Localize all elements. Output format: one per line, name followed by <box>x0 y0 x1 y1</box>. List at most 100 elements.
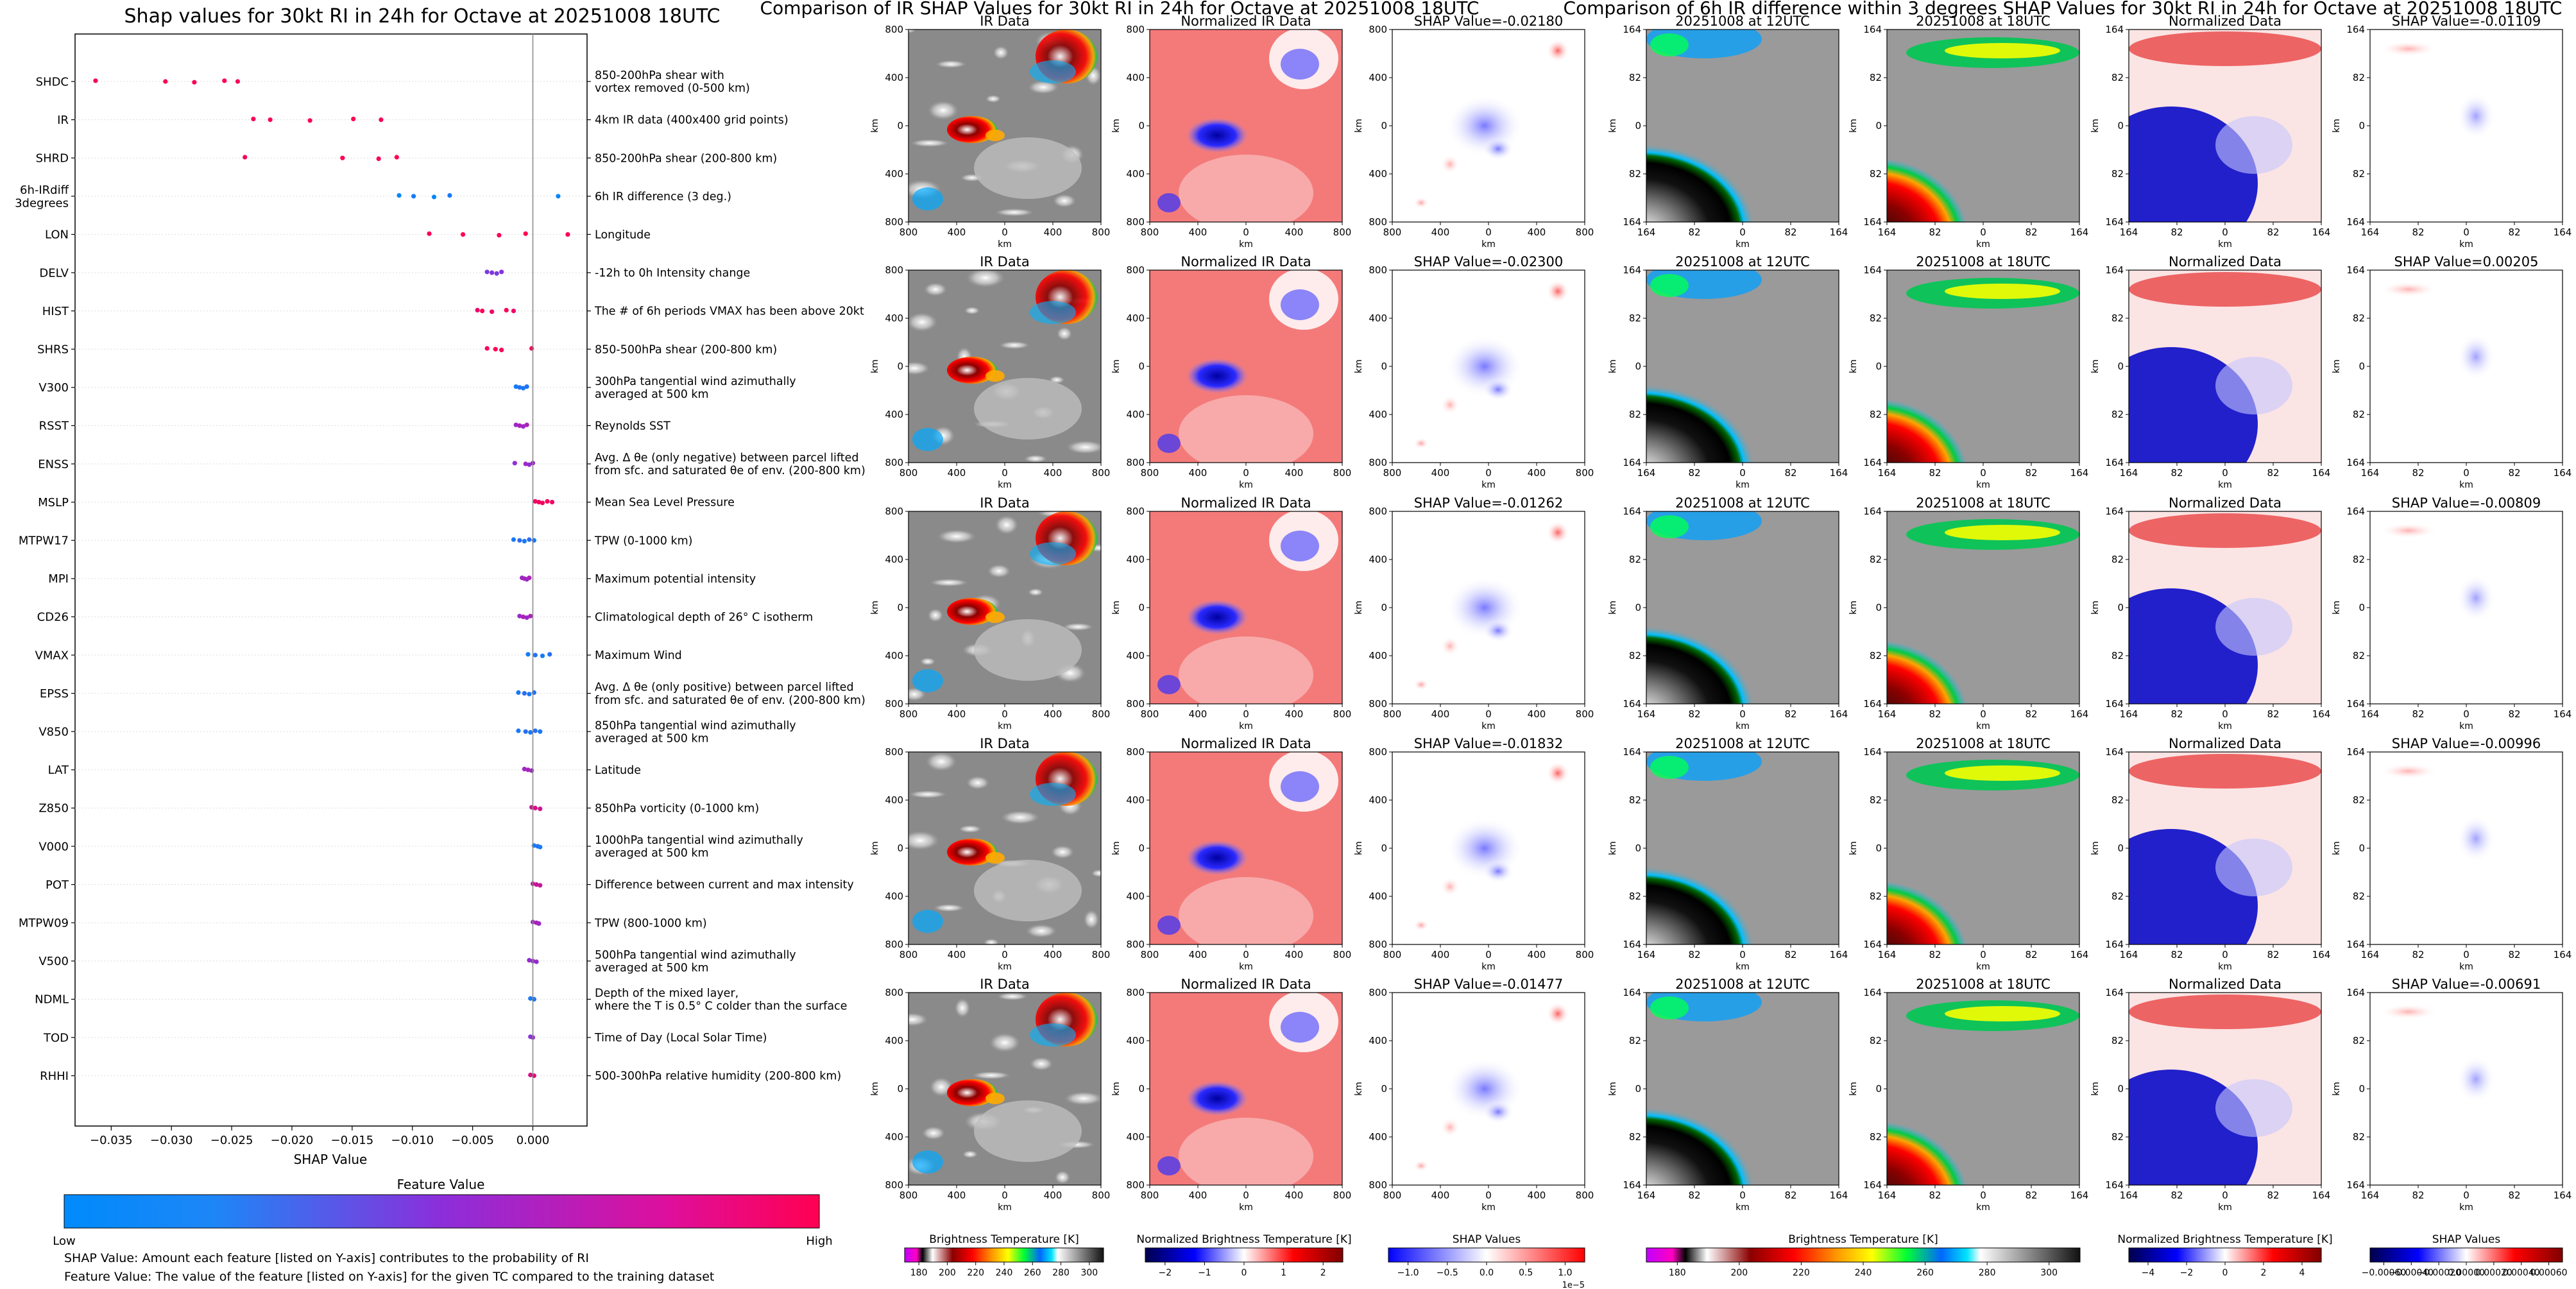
panel-ytick-label: 82 <box>2353 1035 2365 1046</box>
diff-norm-colorbar <box>2128 1247 2322 1263</box>
panel-xtick-label: 400 <box>948 949 966 960</box>
shap-colorbar-offset: 1e−5 <box>1562 1281 1585 1289</box>
panel-image-t18 <box>1887 270 2079 463</box>
panel-ytick-label: 0 <box>1381 842 1387 854</box>
panel-xtick-label: 400 <box>1044 949 1062 960</box>
norm-light <box>1179 155 1313 222</box>
shap-point <box>527 958 532 963</box>
panel-xlabel: km <box>998 962 1012 972</box>
panel-xlabel: km <box>1976 1202 1990 1213</box>
cold-cloud-core <box>1650 274 1689 297</box>
panel-xtick-label: 82 <box>2508 226 2520 238</box>
shap-point <box>243 155 248 160</box>
shap-point <box>268 117 273 123</box>
feature-label-ir: IR <box>57 114 69 127</box>
panel-xtick-label: 164 <box>1878 467 1897 479</box>
cloud-blob <box>928 608 943 622</box>
convection-edge <box>985 852 1005 864</box>
panel-xtick-label: 800 <box>1141 949 1159 960</box>
panel-ytick-label: 400 <box>1126 312 1145 324</box>
feature-description: Depth of the mixed layer, <box>595 987 738 1000</box>
panel-xtick-label: 82 <box>2267 949 2279 960</box>
shap-point <box>251 116 256 121</box>
norm-storm-core <box>1281 531 1319 561</box>
shap-point <box>547 652 552 657</box>
panel-ytick-label: 82 <box>1870 409 1882 420</box>
panel-xtick-label: 82 <box>1784 226 1796 238</box>
feature-description: 1000hPa tangential wind azimuthally <box>595 834 803 847</box>
panel-ytick-label: 800 <box>1126 24 1145 35</box>
diff-shap-colorbar-tick-label: −0.00040 <box>2389 1268 2434 1278</box>
cloud-blob <box>1055 1170 1070 1184</box>
shap-point <box>527 537 532 542</box>
cloud-blob <box>1026 924 1057 938</box>
cloud-band <box>974 137 1082 199</box>
panel-ytick-label: 164 <box>2105 24 2124 35</box>
panel-xlabel: km <box>2459 721 2473 731</box>
panel-title: SHAP Value=-0.02180 <box>1414 13 1564 29</box>
panel-ytick-label: 0 <box>2358 842 2365 854</box>
shap-positive-spot <box>1440 1118 1460 1137</box>
panel-xtick-label: 82 <box>1929 467 1941 479</box>
cloud-blob <box>955 998 970 1018</box>
panel-xtick-label: 800 <box>1092 949 1111 960</box>
panel-title: 20251008 at 18UTC <box>1916 736 2051 751</box>
norm-light <box>1179 1118 1313 1185</box>
cloud-band <box>974 378 1082 440</box>
panel-xtick-label: 400 <box>1044 708 1062 720</box>
shap-point <box>533 805 538 810</box>
xtick-label: −0.010 <box>391 1134 434 1147</box>
panel-xtick-label: 400 <box>1431 708 1450 720</box>
panel-ylabel: km <box>2090 841 2101 855</box>
panel-title: SHAP Value=0.00205 <box>2394 254 2539 269</box>
cloud-blob <box>989 1033 1020 1052</box>
panel-ytick-label: 400 <box>885 168 903 180</box>
shap-point <box>536 921 542 926</box>
dnorm-warm-band <box>2129 31 2321 66</box>
panel-ytick-label: 164 <box>1623 987 1641 998</box>
panel-ytick-label: 400 <box>1369 891 1387 902</box>
cloud-blob <box>1028 80 1059 94</box>
panel-xtick-label: 164 <box>1878 708 1897 720</box>
panel-image-ir <box>908 993 1101 1185</box>
shap-point <box>549 500 555 505</box>
panel-image-shap <box>1392 993 1585 1185</box>
panel-image-t12 <box>1646 993 1839 1185</box>
shap-point <box>523 729 528 734</box>
panel-ytick-label: 400 <box>1126 1131 1145 1143</box>
feature-label-6h-irdiff-3degrees: 3degrees <box>15 196 69 210</box>
panel-ytick-label: 82 <box>1629 794 1641 806</box>
panel-ytick-label: 82 <box>2111 554 2124 565</box>
cold-cloud-core <box>1945 284 2060 299</box>
panel-xtick-label: 164 <box>2070 467 2089 479</box>
panel-xtick-label: 164 <box>1637 1190 1656 1201</box>
panel-ytick-label: 400 <box>1369 794 1387 806</box>
panel-xtick-label: 800 <box>900 226 918 238</box>
shap-point <box>512 461 517 466</box>
shap-colorbar-tick-label: 0.5 <box>1519 1268 1533 1278</box>
diff-ir-colorbar-tick-label: 180 <box>1669 1268 1686 1278</box>
shap-point <box>490 270 495 275</box>
norm-storm-core <box>1281 289 1319 320</box>
panel-ytick-label: 0 <box>1635 120 1641 132</box>
feature-label-enss: ENSS <box>38 457 69 471</box>
shap-positive-spot <box>1413 919 1429 931</box>
panel-xtick-label: 0 <box>2463 708 2469 720</box>
panel-ylabel: km <box>2332 601 2342 615</box>
shap-point <box>397 193 402 198</box>
panel-xtick-label: 800 <box>1141 1190 1159 1201</box>
panel-xtick-label: 82 <box>1688 1190 1700 1201</box>
panel-ytick-label: 0 <box>2117 361 2124 372</box>
xtick-label: −0.030 <box>150 1134 193 1147</box>
panel-ytick-label: 400 <box>885 891 903 902</box>
shap-negative-core <box>1483 137 1514 160</box>
panel-ytick-label: 82 <box>1870 794 1882 806</box>
shap-positive-spot <box>1413 197 1429 209</box>
feature-colorbar-title: Feature Value <box>397 1177 485 1192</box>
panel-ylabel: km <box>1848 1082 1859 1096</box>
shap-negative-core <box>1483 619 1514 642</box>
dnorm-warm-band <box>2129 994 2321 1029</box>
shap-colorbar-tick-label: −1.0 <box>1397 1268 1419 1278</box>
panel-ytick-label: 400 <box>1369 650 1387 662</box>
panel-xtick-label: 0 <box>1002 1190 1008 1201</box>
